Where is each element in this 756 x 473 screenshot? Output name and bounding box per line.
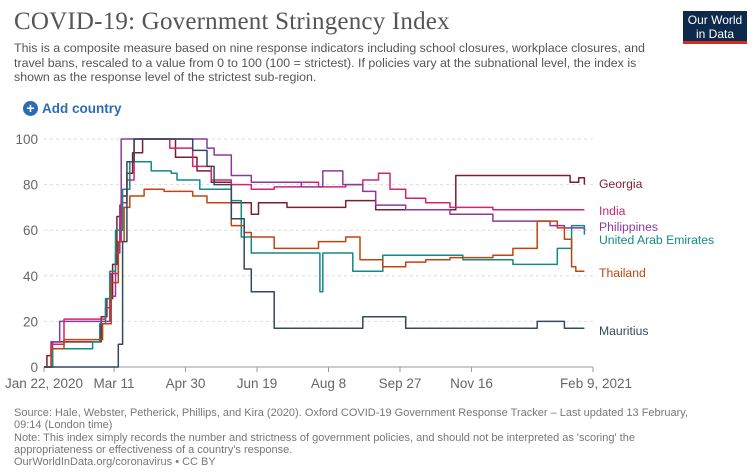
- y-tick-label: 80: [23, 178, 38, 193]
- series-label-mauritius: Mauritius: [599, 324, 648, 338]
- series-label-philippines: Philippines: [599, 220, 658, 234]
- series-label-georgia: Georgia: [599, 177, 643, 191]
- series-line-mauritius: [44, 138, 585, 368]
- y-tick-label: 20: [23, 314, 38, 329]
- x-tick-label: Sep 27: [379, 376, 422, 391]
- x-tick-label: Mar 11: [94, 376, 135, 391]
- add-country-label: Add country: [42, 101, 122, 116]
- y-tick-label: 0: [30, 360, 38, 375]
- chart-footer: Source: Hale, Webster, Petherick, Philli…: [14, 407, 714, 468]
- line-chart: 0 20 40 60 80 100 Jan 22, 2020 Mar 11 Apr 30 Jun …: [5, 132, 714, 391]
- chart-subtitle: This is a composite measure based on nin…: [14, 41, 645, 85]
- x-tick-label: Jun 19: [237, 376, 278, 391]
- credit-link[interactable]: OurWorldInData.org/coronavirus • CC BY: [14, 456, 216, 469]
- series-line-thailand: [44, 188, 585, 368]
- series-layer: [44, 138, 586, 368]
- x-tick-label: Nov 16: [450, 376, 493, 391]
- x-tick-label: Feb 9, 2021: [560, 376, 632, 391]
- owid-logo[interactable]: Our World in Data: [683, 11, 747, 44]
- grid-layer: 0 20 40 60 80 100 Jan 22, 2020 Mar 11 Apr 30 Jun …: [5, 132, 632, 391]
- page-title: COVID-19: Government Stringency Index: [14, 8, 450, 35]
- series-line-philippines: [44, 138, 586, 368]
- series-line-united-arab-emirates: [44, 161, 586, 368]
- series-label-united-arab-emirates: United Arab Emirates: [599, 233, 714, 247]
- x-tick-label: Apr 30: [166, 376, 206, 391]
- y-tick-label: 60: [23, 223, 38, 238]
- source-text: Source: Hale, Webster, Petherick, Philli…: [14, 407, 688, 432]
- x-tick-label: Jan 22, 2020: [5, 376, 83, 391]
- x-tick-label: Aug 8: [311, 376, 346, 391]
- note-text: Note: This index simply records the numb…: [14, 431, 635, 456]
- series-line-georgia: [44, 138, 586, 368]
- y-tick-label: 100: [15, 132, 38, 147]
- y-tick-label: 40: [23, 269, 38, 284]
- series-label-thailand: Thailand: [599, 266, 646, 280]
- series-label-india: India: [599, 204, 626, 218]
- plus-circle-icon: +: [23, 101, 38, 116]
- add-country-button[interactable]: + Add country: [23, 101, 122, 116]
- logo-line-2: in Data: [695, 27, 735, 41]
- logo-line-1: Our World: [687, 13, 743, 27]
- logo-accent-bar: [683, 41, 747, 44]
